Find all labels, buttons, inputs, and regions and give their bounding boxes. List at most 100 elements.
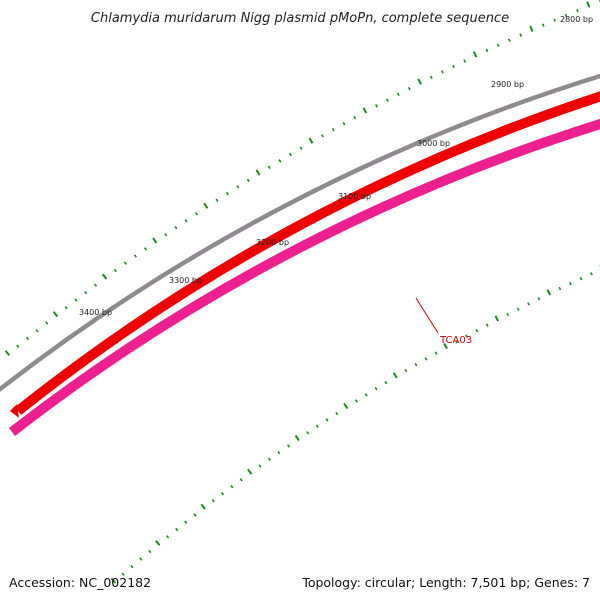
major-tick xyxy=(200,503,206,510)
minor-tick xyxy=(440,70,444,74)
minor-tick xyxy=(174,225,178,230)
major-tick xyxy=(255,169,261,176)
feature-label-leader xyxy=(415,297,439,334)
minor-tick xyxy=(64,306,68,310)
accession-text: Accession: NC_002182 xyxy=(9,575,151,590)
major-tick xyxy=(110,577,117,584)
topology-info: Topology: circular; Length: 7,501 bp; Ge… xyxy=(301,575,590,590)
minor-tick xyxy=(590,272,593,276)
major-tick xyxy=(102,273,108,280)
major-tick xyxy=(155,540,161,546)
major-tick xyxy=(343,402,349,410)
minor-tick xyxy=(113,268,117,273)
major-tick xyxy=(417,78,422,85)
minor-tick xyxy=(139,557,143,561)
major-tick xyxy=(392,372,398,379)
minor-tick xyxy=(35,329,39,333)
major-tick xyxy=(52,311,59,318)
minor-tick xyxy=(239,478,243,482)
major-tick xyxy=(529,25,534,32)
minor-tick xyxy=(175,527,179,532)
minor-tick xyxy=(143,247,148,251)
minor-tick xyxy=(121,572,125,576)
minor-tick xyxy=(407,86,411,91)
minor-tick xyxy=(225,191,229,196)
major-tick xyxy=(546,289,551,296)
minor-tick xyxy=(455,340,458,344)
minor-tick xyxy=(267,165,271,170)
minor-tick xyxy=(277,450,281,455)
minor-tick xyxy=(230,485,234,489)
forward-feature-arc xyxy=(14,91,600,415)
minor-tick xyxy=(374,386,378,391)
minor-tick xyxy=(385,98,389,102)
minor-tick xyxy=(306,431,310,435)
minor-tick xyxy=(236,185,240,189)
tick-labels: 2800 bp 2900 bp 3000 bp 3100 bp 3200 bp … xyxy=(79,15,593,317)
minor-tick xyxy=(184,520,188,524)
reverse-feature-arc xyxy=(8,118,600,436)
minor-tick xyxy=(537,297,541,301)
minor-tick xyxy=(519,33,523,37)
minor-tick xyxy=(16,344,20,348)
minor-tick xyxy=(354,399,358,403)
major-tick xyxy=(494,315,499,322)
minor-tick xyxy=(74,298,78,302)
minor-tick xyxy=(25,336,30,341)
minor-tick xyxy=(553,18,556,22)
minor-tick xyxy=(576,9,579,13)
minor-tick xyxy=(541,23,545,27)
minor-tick xyxy=(579,276,583,281)
major-tick xyxy=(203,202,209,209)
minor-tick xyxy=(194,212,198,216)
minor-tick xyxy=(315,424,319,429)
minor-tick xyxy=(508,38,511,42)
inner-tick-ring xyxy=(110,265,600,584)
minor-tick xyxy=(94,283,98,287)
minor-tick xyxy=(267,457,271,461)
major-tick xyxy=(308,137,314,144)
map-title: Chlamydia muridarum Nigg plasmid pMoPn, … xyxy=(91,11,509,26)
major-tick xyxy=(472,51,478,58)
minor-tick xyxy=(321,134,324,138)
minor-tick xyxy=(246,178,250,183)
major-tick xyxy=(443,343,448,350)
minor-tick xyxy=(299,146,303,150)
tick-label-3200: 3200 bp xyxy=(256,238,289,247)
minor-tick xyxy=(184,219,188,223)
tick-label-2900: 2900 bp xyxy=(491,80,524,89)
tick-label-3400: 3400 bp xyxy=(79,308,112,317)
minor-tick xyxy=(434,351,438,355)
minor-tick xyxy=(496,43,500,48)
minor-tick xyxy=(384,380,388,385)
minor-tick xyxy=(287,444,291,448)
minor-tick xyxy=(353,115,357,120)
minor-tick xyxy=(414,362,418,367)
minor-tick xyxy=(564,13,568,18)
minor-tick xyxy=(506,312,510,317)
minor-tick xyxy=(325,418,329,422)
minor-tick xyxy=(404,368,408,373)
minor-tick xyxy=(193,513,197,517)
tick-label-3300: 3300 bp xyxy=(169,276,202,285)
major-tick xyxy=(152,237,158,244)
minor-tick xyxy=(45,321,49,325)
minor-tick xyxy=(164,232,168,237)
minor-tick xyxy=(465,334,469,338)
minor-tick xyxy=(278,159,282,163)
minor-tick xyxy=(331,128,335,132)
minor-tick xyxy=(463,59,467,63)
minor-tick xyxy=(569,281,572,286)
backbone-track xyxy=(0,73,600,393)
tick-label-3000: 3000 bp xyxy=(417,139,450,148)
minor-tick xyxy=(364,393,368,397)
tick-label-2800: 2800 bp xyxy=(560,15,593,24)
minor-tick xyxy=(485,323,489,327)
minor-tick xyxy=(84,291,88,295)
minor-tick xyxy=(452,64,455,69)
minor-tick xyxy=(258,464,262,468)
major-tick xyxy=(294,435,300,442)
forward-feature-arrowhead xyxy=(10,404,19,418)
minor-tick xyxy=(211,499,215,503)
